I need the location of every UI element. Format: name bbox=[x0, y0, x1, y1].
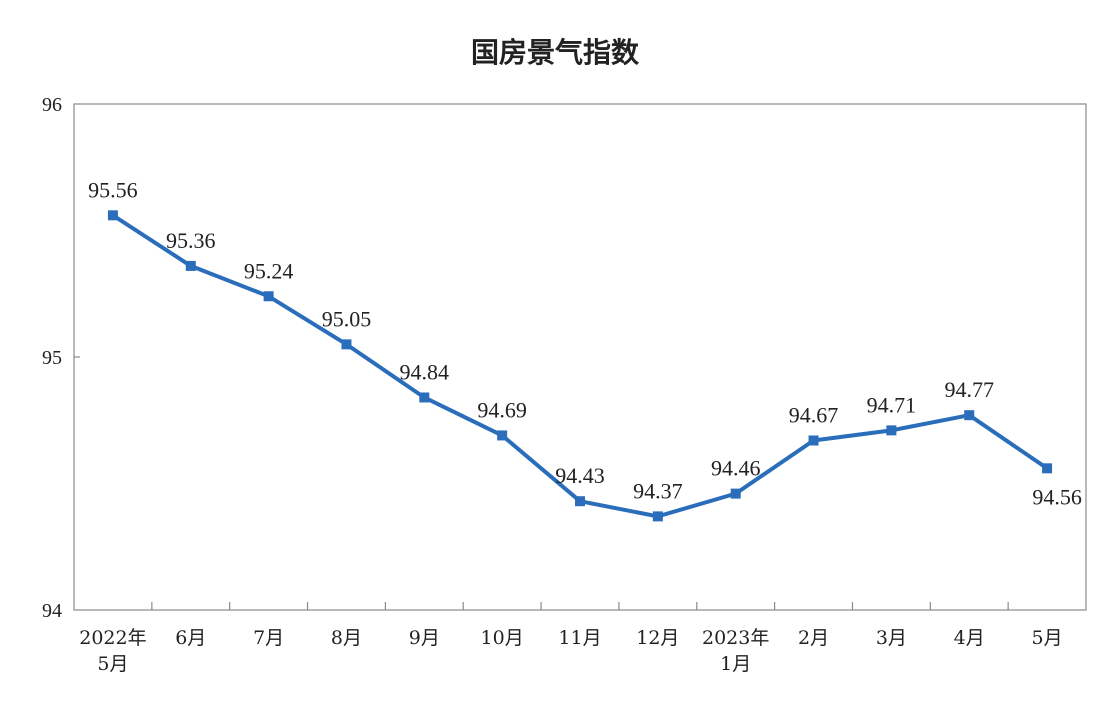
x-tick-label-line: 10月 bbox=[481, 627, 524, 649]
x-tick-label-line: 11月 bbox=[558, 627, 601, 649]
x-tick-label: 2月 bbox=[798, 627, 829, 649]
data-label: 95.36 bbox=[166, 228, 216, 253]
data-label: 94.67 bbox=[789, 402, 839, 427]
x-tick-label-line: 2022年 bbox=[79, 627, 146, 649]
data-point bbox=[497, 430, 508, 441]
chart-title: 国房景气指数 bbox=[471, 36, 640, 69]
data-point bbox=[107, 210, 118, 221]
data-label: 95.56 bbox=[88, 177, 138, 202]
x-tick-label-line: 2023年 bbox=[702, 627, 769, 649]
data-point bbox=[419, 392, 430, 403]
data-label: 94.71 bbox=[867, 392, 917, 417]
x-tick-label-line: 4月 bbox=[954, 627, 985, 649]
x-tick-label: 6月 bbox=[175, 627, 206, 649]
data-label: 94.43 bbox=[555, 463, 605, 488]
data-label: 94.46 bbox=[711, 456, 761, 481]
x-tick-label: 9月 bbox=[409, 627, 440, 649]
data-point bbox=[964, 410, 975, 421]
y-tick-label: 94 bbox=[42, 600, 62, 622]
x-tick-label: 4月 bbox=[954, 627, 985, 649]
y-tick-label: 95 bbox=[42, 347, 62, 369]
data-label: 94.77 bbox=[944, 377, 994, 402]
x-tick-label-line: 8月 bbox=[331, 627, 362, 649]
data-label: 95.05 bbox=[322, 306, 372, 331]
data-label: 94.37 bbox=[633, 478, 683, 503]
plot-frame bbox=[73, 103, 1087, 611]
x-tick-label: 3月 bbox=[876, 627, 907, 649]
x-tick-label: 8月 bbox=[331, 627, 362, 649]
data-label: 95.24 bbox=[244, 258, 294, 283]
data-point bbox=[808, 435, 819, 446]
data-label: 94.69 bbox=[477, 397, 527, 422]
x-tick-label: 2023年 1月 bbox=[702, 627, 769, 675]
x-tick-label: 12月 bbox=[636, 627, 679, 649]
x-tick-label-line: 1月 bbox=[720, 653, 751, 675]
y-axis: 94 95 96 bbox=[42, 94, 80, 622]
x-tick-label: 10月 bbox=[481, 627, 524, 649]
x-tick-label-line: 7月 bbox=[253, 627, 284, 649]
data-label: 94.84 bbox=[400, 359, 450, 384]
x-tick-label: 11月 bbox=[558, 627, 601, 649]
data-point bbox=[341, 339, 352, 350]
x-tick-label-line: 5月 bbox=[97, 653, 128, 675]
data-point bbox=[652, 511, 663, 522]
x-tick-label-line: 3月 bbox=[876, 627, 907, 649]
x-tick-label: 7月 bbox=[253, 627, 284, 649]
x-axis: 2022年 5月 6月 7月 8月 9月 10月 11月 12月 2023年 1月 2月 3月 4月 5月 bbox=[79, 602, 1063, 675]
data-point bbox=[1042, 463, 1053, 474]
data-point bbox=[263, 291, 274, 302]
x-tick-label: 5月 bbox=[1032, 627, 1063, 649]
x-tick-label-line: 6月 bbox=[175, 627, 206, 649]
x-tick-label-line: 9月 bbox=[409, 627, 440, 649]
x-tick-label: 2022年 5月 bbox=[79, 627, 146, 675]
series-group: 95.56 95.36 95.24 95.05 94.84 94.69 94.43 94.37… bbox=[88, 177, 1082, 522]
x-tick-label-line: 5月 bbox=[1032, 627, 1063, 649]
y-tick-label: 96 bbox=[42, 94, 62, 116]
x-tick-label-line: 12月 bbox=[636, 627, 679, 649]
data-point bbox=[730, 488, 741, 499]
data-point bbox=[185, 260, 196, 271]
data-point bbox=[886, 425, 897, 436]
data-point bbox=[575, 496, 585, 507]
data-label: 94.56 bbox=[1032, 484, 1082, 509]
x-tick-label-line: 2月 bbox=[798, 627, 829, 649]
